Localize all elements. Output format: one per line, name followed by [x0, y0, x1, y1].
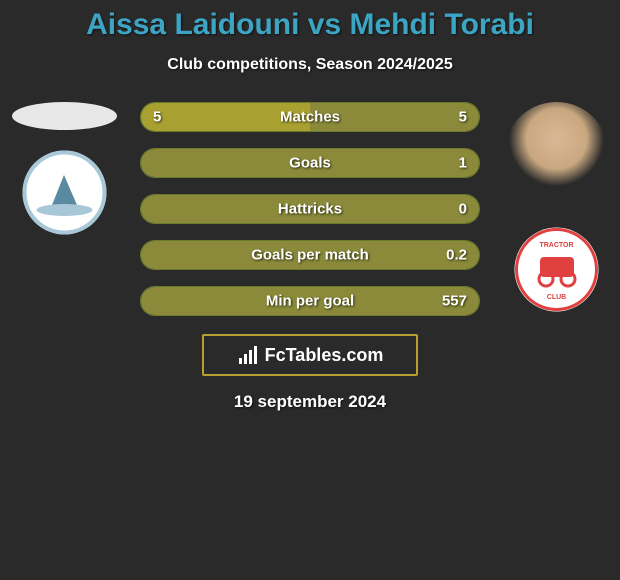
stat-label: Goals per match	[251, 247, 369, 264]
stat-label: Goals	[289, 155, 331, 172]
svg-text:CLUB: CLUB	[546, 294, 565, 301]
stat-value-right: 0.2	[446, 247, 467, 264]
comparison-card: Aissa Laidouni vs Mehdi Torabi Club comp…	[0, 0, 620, 412]
svg-text:TRACTOR: TRACTOR	[539, 242, 573, 249]
right-player-column: TRACTOR CLUB	[500, 102, 612, 312]
page-title: Aissa Laidouni vs Mehdi Torabi	[0, 8, 620, 42]
stat-label: Matches	[280, 109, 340, 126]
player-face-icon	[504, 102, 609, 207]
player-right-club-badge: TRACTOR CLUB	[514, 227, 599, 312]
stat-value-left: 5	[153, 109, 161, 126]
stat-bar: Goals 1	[140, 148, 480, 178]
club-badge-right-icon: TRACTOR CLUB	[514, 227, 599, 312]
left-player-column	[8, 102, 120, 235]
stat-value-right: 0	[459, 201, 467, 218]
stat-value-right: 1	[459, 155, 467, 172]
stat-value-right: 5	[459, 109, 467, 126]
main-row: Matches 5 5 Goals 1 Hattricks 0 Goals per match…	[0, 102, 620, 316]
brand-text: FcTables.com	[265, 345, 384, 366]
stat-bar: Hattricks 0	[140, 194, 480, 224]
player-left-club-badge	[22, 150, 107, 235]
player-left-avatar	[12, 102, 117, 130]
stat-label: Hattricks	[278, 201, 342, 218]
brand-box: FcTables.com	[202, 334, 418, 376]
player-right-avatar	[504, 102, 609, 207]
stat-bar: Min per goal 557	[140, 286, 480, 316]
stats-bars: Matches 5 5 Goals 1 Hattricks 0 Goals per match…	[140, 102, 480, 316]
stat-label: Min per goal	[266, 293, 354, 310]
date-text: 19 september 2024	[0, 392, 620, 412]
stat-bar: Goals per match 0.2	[140, 240, 480, 270]
stat-bar: Matches 5 5	[140, 102, 480, 132]
stat-value-right: 557	[442, 293, 467, 310]
club-badge-left-icon	[22, 150, 107, 235]
subtitle: Club competitions, Season 2024/2025	[0, 56, 620, 74]
chart-icon	[237, 344, 259, 366]
